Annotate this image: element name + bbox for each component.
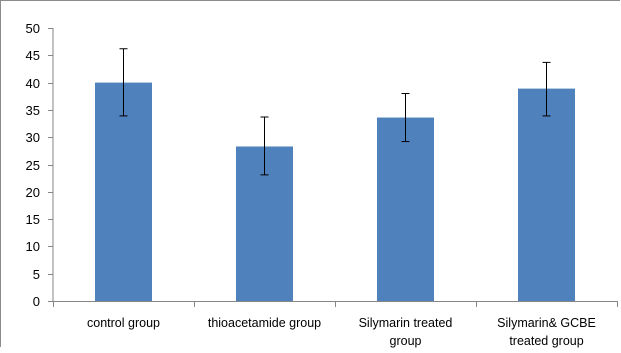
x-tick-label: Silymarin treated [359,316,453,330]
y-tick-label: 40 [26,76,40,91]
bar [377,117,434,301]
y-tick-label: 25 [26,158,40,173]
y-tick-label: 35 [26,103,40,118]
bars [95,82,575,301]
y-tick-label: 30 [26,130,40,145]
axes [48,28,618,307]
y-tick-label: 15 [26,212,40,227]
error-bars [119,48,551,176]
y-tick-label: 45 [26,48,40,63]
y-tick-label: 5 [33,267,40,282]
y-tick-label: 10 [26,239,40,254]
y-tick-label: 0 [33,294,40,309]
y-tick-label: 50 [26,21,40,36]
bar [518,88,575,301]
x-tick-label: group [390,334,422,348]
x-tick-label: thioacetamide group [208,316,321,330]
x-tick-label: control group [87,316,160,330]
x-tick-labels: control group thioacetamide group Silymari… [87,316,596,348]
bar [95,82,152,301]
y-tick-label: 20 [26,185,40,200]
y-tick-labels: 0 5 10 15 20 25 30 35 40 45 50 [26,21,40,309]
x-tick-label: Silymarin& GCBE [497,316,596,330]
x-tick-label: treated group [509,334,583,348]
